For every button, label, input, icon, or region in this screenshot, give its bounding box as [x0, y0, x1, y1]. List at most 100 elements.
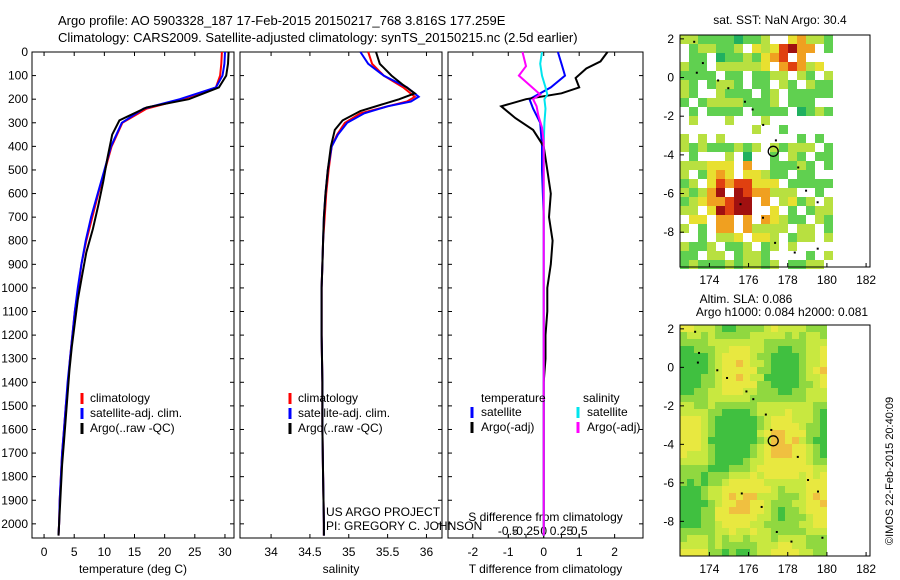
sst-map-cell: [734, 206, 743, 215]
sst-map-cell: [752, 143, 761, 152]
sla-map-cell: [750, 549, 757, 556]
sst-map-cell: [761, 233, 770, 242]
sst-map-cell: [725, 170, 734, 179]
sla-map-cell: [708, 465, 715, 472]
sst-map-cell: [752, 35, 761, 44]
sla-map-cell: [736, 486, 743, 493]
sla-map-cell: [729, 549, 736, 556]
sla-map-cell: [792, 367, 799, 374]
sla-map-cell: [785, 381, 792, 388]
sla-map-cell: [820, 381, 827, 388]
sla-map-cell: [750, 353, 757, 360]
sst-map-cell: [689, 35, 698, 44]
sla-map-cell: [743, 472, 750, 479]
sla-map-cell: [799, 339, 806, 346]
sst-map-cell: [680, 35, 689, 44]
sla-map-cell: [708, 353, 715, 360]
sla-map-cell: [722, 549, 729, 556]
sla-map-cell: [799, 486, 806, 493]
sla-map-cell: [813, 451, 820, 458]
sst-map-cell: [779, 80, 788, 89]
sla-map-cell: [792, 402, 799, 409]
sla-map-cell: [743, 325, 750, 332]
sst-map-cell: [797, 170, 806, 179]
sla-map-cell: [764, 416, 771, 423]
sla-map-cell: [771, 486, 778, 493]
sst-map-cell: [689, 206, 698, 215]
difference-legend-label: satellite: [481, 405, 522, 419]
sla-map-cell: [687, 479, 694, 486]
sst-map-cell: [734, 179, 743, 188]
sla-map-cell: [785, 409, 792, 416]
sla-map-cell: [743, 367, 750, 374]
sst-map-cell: [815, 89, 824, 98]
sst-map-cell: [824, 143, 833, 152]
sla-map-cell: [750, 381, 757, 388]
sla-map-cell: [715, 360, 722, 367]
sst-map-cell: [743, 188, 752, 197]
sla-map-cell: [729, 381, 736, 388]
sla-map-cell: [799, 353, 806, 360]
sla-map-cell: [708, 500, 715, 507]
sla-map-cell: [757, 486, 764, 493]
sla-map-cell: [687, 444, 694, 451]
depth-tick-label: 600: [8, 187, 28, 201]
sla-map-cell: [680, 360, 687, 367]
sla-map-cell: [792, 416, 799, 423]
sla-map-cell: [792, 486, 799, 493]
sla-map-cell: [729, 500, 736, 507]
sla-map-cell: [743, 430, 750, 437]
sla-map-cell: [771, 430, 778, 437]
sla-map-cell: [715, 500, 722, 507]
temperature-series-line: [57, 51, 223, 536]
sla-map-cell: [771, 465, 778, 472]
sla-map-cell: [820, 402, 827, 409]
sst-map-cell: [770, 233, 779, 242]
sla-map-cell: [813, 542, 820, 549]
sla-map-cell: [701, 458, 708, 465]
depth-tick-label: 1400: [1, 375, 28, 389]
sst-map-cell: [815, 188, 824, 197]
sla-map-cell: [820, 430, 827, 437]
sla-map-coast-dot: [796, 455, 799, 458]
sla-map-cell: [764, 423, 771, 430]
sst-map-cell: [779, 53, 788, 62]
sla-map-cell: [694, 395, 701, 402]
sla-map-cell: [750, 346, 757, 353]
sst-map-cell: [725, 80, 734, 89]
sla-map-cell: [722, 367, 729, 374]
sst-map-cell: [797, 98, 806, 107]
sst-map-cell: [788, 80, 797, 89]
sla-map-cell: [813, 493, 820, 500]
sla-map-cell: [813, 346, 820, 353]
sla-map-cell: [757, 535, 764, 542]
sst-map-cell: [716, 143, 725, 152]
sla-map-cell: [799, 542, 806, 549]
sla-map-xtick-label: 178: [778, 562, 798, 576]
sla-map-cell: [785, 367, 792, 374]
sla-map-cell: [799, 374, 806, 381]
sla-map-cell: [743, 360, 750, 367]
sla-map-cell: [792, 381, 799, 388]
sla-map-cell: [764, 388, 771, 395]
sla-map-cell: [750, 458, 757, 465]
sla-map-cell: [694, 416, 701, 423]
sla-map-cell: [743, 549, 750, 556]
sla-map-cell: [785, 388, 792, 395]
sla-map-cell: [813, 528, 820, 535]
sst-map-ytick-label: -8: [663, 225, 674, 239]
sla-map-cell: [701, 367, 708, 374]
sla-map-cell: [792, 423, 799, 430]
sla-map-cell: [722, 507, 729, 514]
sla-map-cell: [750, 367, 757, 374]
sla-map-cell: [708, 514, 715, 521]
sst-map-coast-dot: [816, 201, 819, 204]
sst-map-cell: [716, 53, 725, 62]
difference-xtick-label: 0: [540, 545, 547, 559]
sst-map-cell: [779, 170, 788, 179]
sst-map-cell: [680, 71, 689, 80]
sla-map-cell: [813, 437, 820, 444]
sla-map-cell: [806, 360, 813, 367]
sla-map-cell: [736, 507, 743, 514]
sla-map-ytick-label: 2: [667, 322, 674, 336]
